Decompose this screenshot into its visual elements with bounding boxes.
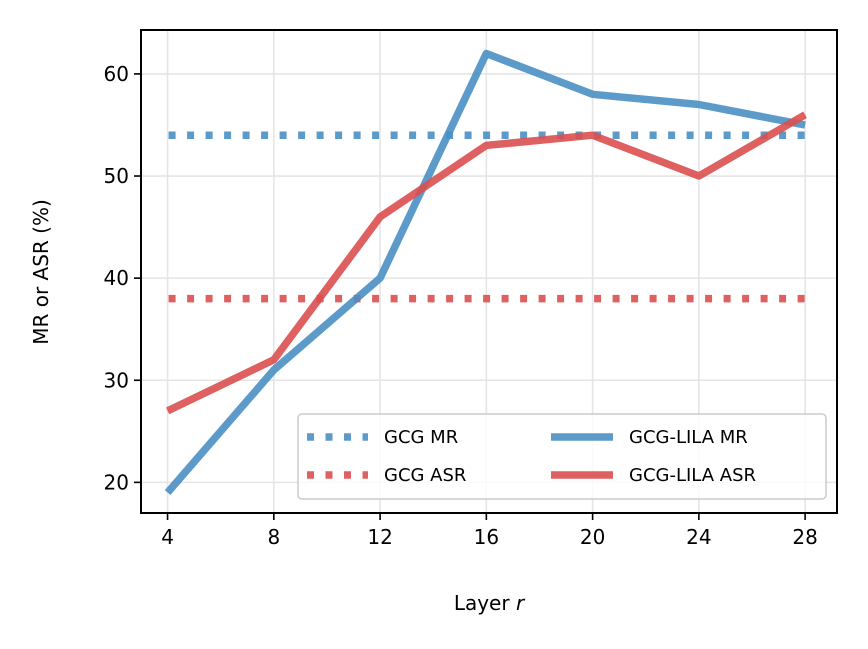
- legend-item-gcg-mr: GCG MR: [306, 427, 458, 448]
- y-tick-label: 20: [104, 470, 129, 494]
- legend-item-gcg-lila-mr: GCG-LILA MR: [551, 427, 748, 448]
- series-gcg-lila-asr-line: [165, 111, 807, 415]
- legend-label-gcg-mr: GCG MR: [384, 427, 458, 448]
- legend-item-gcg-lila-asr: GCG-LILA ASR: [551, 465, 756, 486]
- y-tick-label: 40: [104, 266, 129, 290]
- y-tick-label: 30: [104, 368, 129, 392]
- x-tick-label: 20: [580, 525, 605, 549]
- legend-label-gcg-lila-asr: GCG-LILA ASR: [629, 465, 756, 486]
- x-tick-label: 8: [267, 525, 280, 549]
- x-tick-label: 24: [686, 525, 711, 549]
- x-axis-ticks: 4 8 12 16 20 24 28: [161, 513, 818, 549]
- y-tick-label: 60: [104, 62, 129, 86]
- legend-label-gcg-lila-mr: GCG-LILA MR: [629, 427, 748, 448]
- x-axis-label-text: Layer: [454, 591, 511, 615]
- legend-item-gcg-asr: GCG ASR: [306, 465, 466, 486]
- legend-box: [297, 413, 827, 500]
- x-axis-label-variable: r: [516, 591, 526, 615]
- x-tick-label: 12: [367, 525, 392, 549]
- x-tick-label: 4: [161, 525, 174, 549]
- legend: GCG MR GCG ASR GCG-LILA MR GCG-LILA ASR: [297, 413, 827, 500]
- x-tick-label: 28: [792, 525, 817, 549]
- grid-lines: [141, 30, 837, 513]
- y-axis-label: MR or ASR (%): [29, 199, 53, 345]
- y-tick-label: 50: [104, 164, 129, 188]
- x-tick-label: 16: [474, 525, 499, 549]
- y-axis-ticks: 20 30 40 50 60: [104, 62, 141, 494]
- x-axis-label: Layer r: [454, 591, 526, 615]
- series-layer: [164, 49, 807, 496]
- legend-label-gcg-asr: GCG ASR: [384, 465, 466, 486]
- plot-frame: [140, 29, 838, 514]
- series-gcg-lila-mr-line: [164, 49, 806, 496]
